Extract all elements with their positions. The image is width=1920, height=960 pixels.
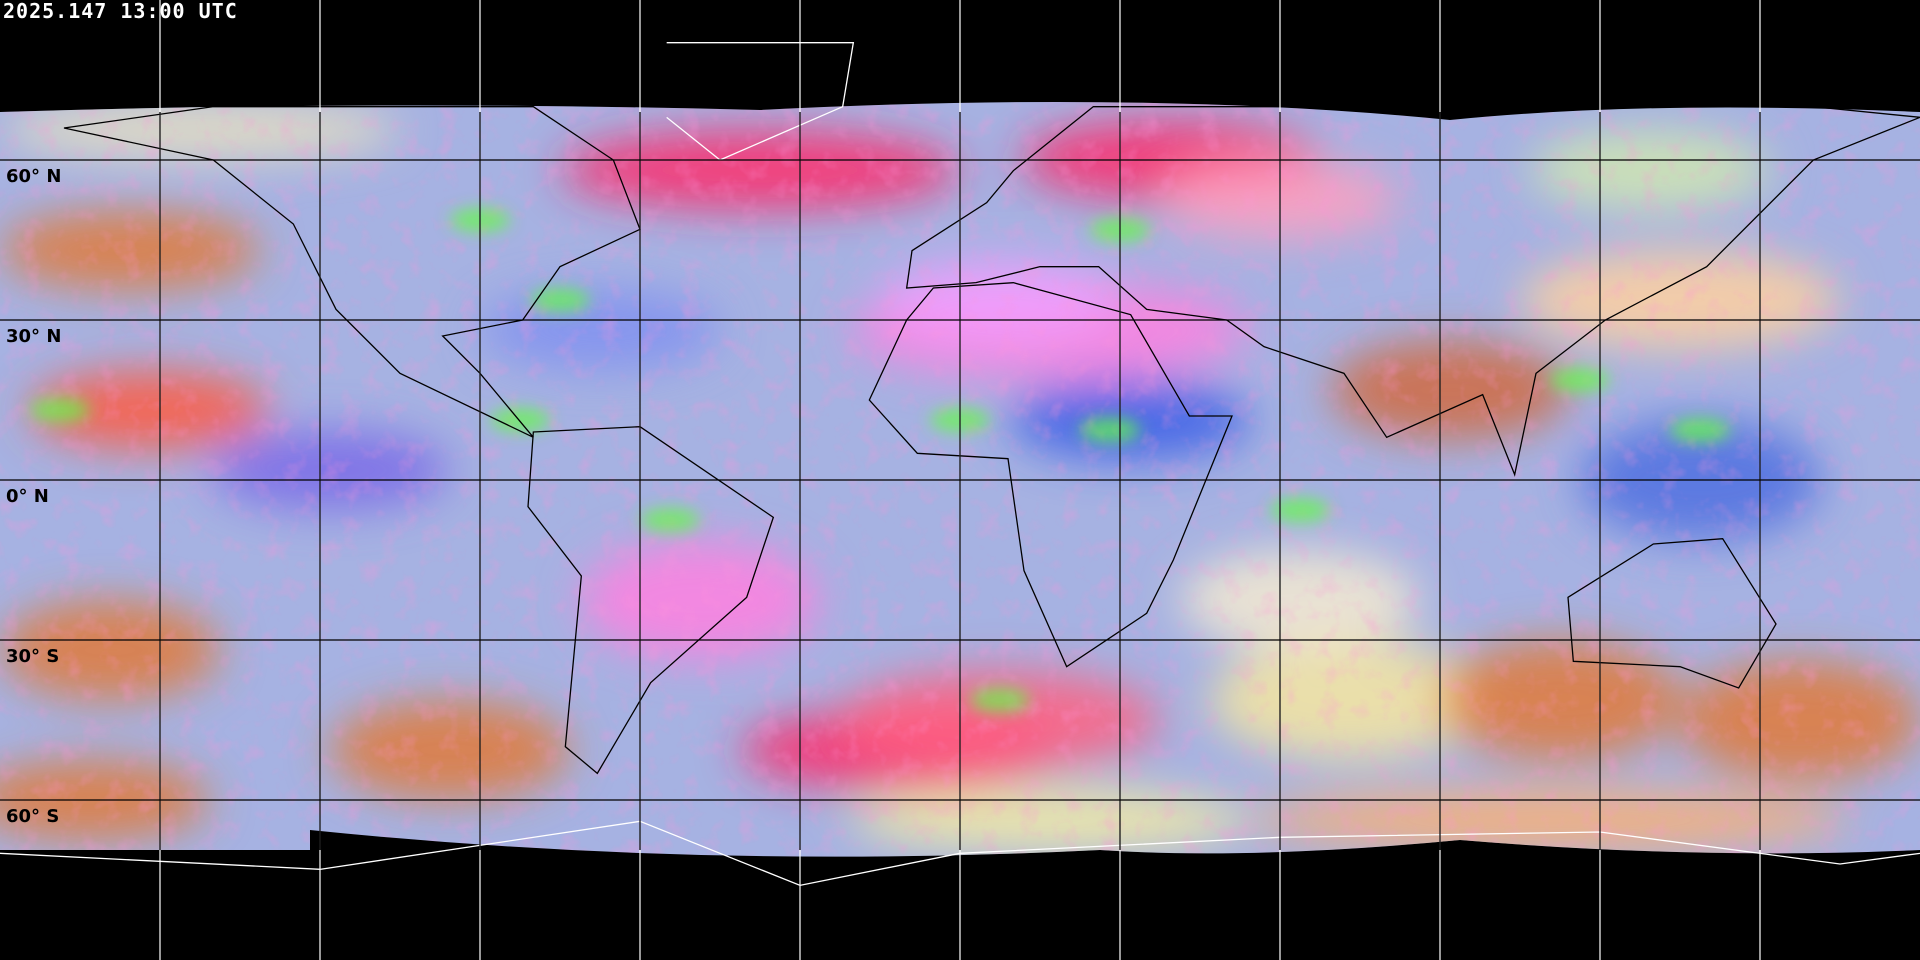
- convective-cell: [1670, 418, 1730, 442]
- coastline-australia: [1567, 537, 1777, 689]
- coastline-eurasia: [905, 79, 1920, 477]
- convective-cell: [30, 398, 90, 422]
- timestamp-label: 2025.147 13:00 UTC: [3, 0, 238, 23]
- coastline-africa: [868, 282, 1233, 668]
- latitude-label: 0° N: [6, 486, 49, 507]
- latitude-label: 30° N: [6, 326, 62, 347]
- coastline-greenland: [666, 42, 855, 161]
- coastline-north-america: [63, 106, 641, 438]
- convective-cell: [490, 408, 550, 432]
- latitude-label: 30° S: [6, 646, 60, 667]
- latitude-label: 60° S: [6, 806, 60, 827]
- convective-cell: [1080, 418, 1140, 442]
- convective-cell: [1550, 368, 1610, 392]
- convective-cell: [970, 688, 1030, 712]
- convective-cell: [530, 288, 590, 312]
- convective-cell: [640, 508, 700, 532]
- convective-cell: [1270, 498, 1330, 522]
- coastline-south-america: [527, 426, 775, 775]
- latitude-label: 60° N: [6, 166, 62, 187]
